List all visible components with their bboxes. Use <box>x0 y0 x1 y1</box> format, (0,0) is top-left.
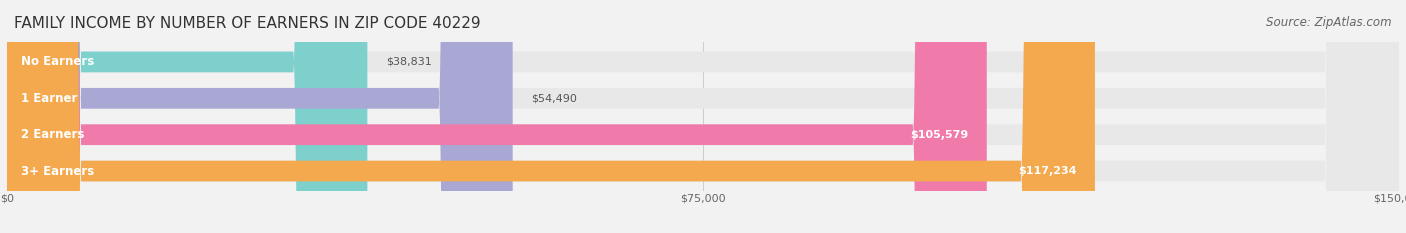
Text: Source: ZipAtlas.com: Source: ZipAtlas.com <box>1267 16 1392 29</box>
Text: 3+ Earners: 3+ Earners <box>21 164 94 178</box>
FancyBboxPatch shape <box>7 0 1399 233</box>
Text: $117,234: $117,234 <box>1018 166 1077 176</box>
Text: No Earners: No Earners <box>21 55 94 69</box>
Text: $105,579: $105,579 <box>910 130 969 140</box>
Text: 1 Earner: 1 Earner <box>21 92 77 105</box>
Text: $54,490: $54,490 <box>531 93 576 103</box>
FancyBboxPatch shape <box>7 0 1399 233</box>
FancyBboxPatch shape <box>7 0 987 233</box>
FancyBboxPatch shape <box>7 0 1399 233</box>
FancyBboxPatch shape <box>7 0 1399 233</box>
Text: 2 Earners: 2 Earners <box>21 128 84 141</box>
FancyBboxPatch shape <box>7 0 513 233</box>
FancyBboxPatch shape <box>7 0 1095 233</box>
FancyBboxPatch shape <box>7 0 367 233</box>
Text: $38,831: $38,831 <box>385 57 432 67</box>
Text: FAMILY INCOME BY NUMBER OF EARNERS IN ZIP CODE 40229: FAMILY INCOME BY NUMBER OF EARNERS IN ZI… <box>14 16 481 31</box>
